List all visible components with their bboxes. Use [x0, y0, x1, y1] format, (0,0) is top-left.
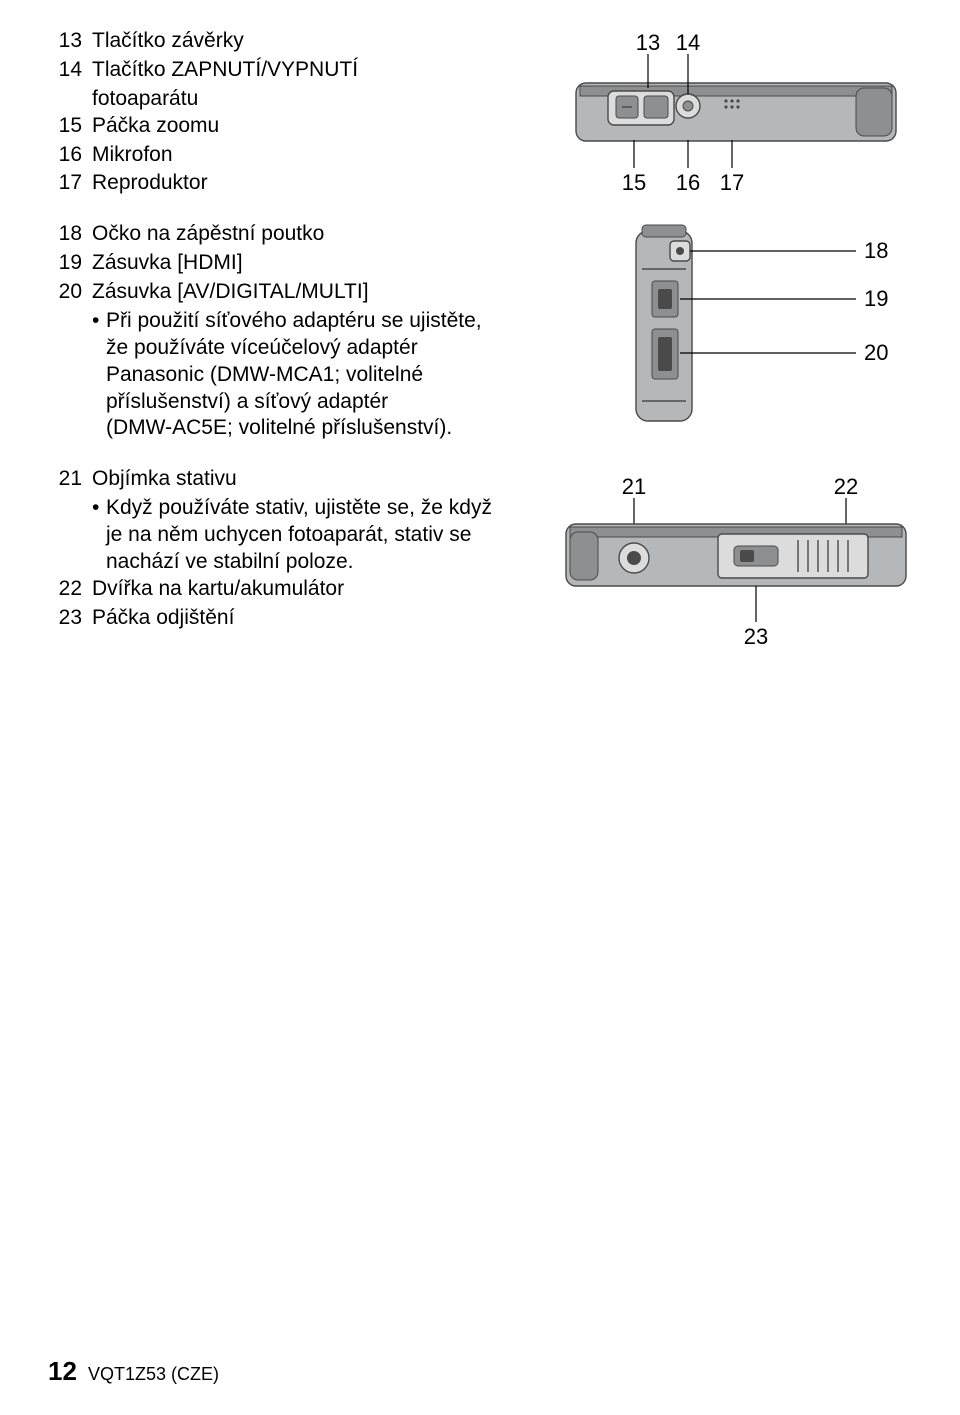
list-item: 18 Očko na zápěstní poutko — [48, 221, 528, 248]
item-number: 19 — [48, 250, 92, 277]
item-text-cont: fotoaparátu — [48, 86, 528, 113]
page-number: 12 — [48, 1356, 77, 1386]
callout-13: 13 — [636, 30, 660, 55]
doc-code: VQT1Z53 (CZE) — [88, 1364, 219, 1384]
callout-23: 23 — [744, 624, 768, 649]
bullet-text: Když používáte stativ, ujistěte se, že k… — [106, 495, 528, 522]
item-number: 22 — [48, 576, 92, 603]
bullet-text: nachází ve stabilní poloze. — [48, 549, 528, 576]
item-text: Reproduktor — [92, 170, 528, 197]
list-item: 15 Páčka zoomu — [48, 113, 528, 140]
callout-21: 21 — [622, 474, 646, 499]
diagram-column: 13 14 — [556, 28, 936, 677]
bullet-text: je na něm uchycen fotoaparát, stativ se — [48, 522, 528, 549]
bullet-text: Při použití síťového adaptéru se ujistět… — [106, 308, 528, 335]
callout-14: 14 — [676, 30, 700, 55]
item-number: 15 — [48, 113, 92, 140]
item-number: 21 — [48, 466, 92, 493]
item-number: 20 — [48, 279, 92, 306]
bullet-line: •Při použití síťového adaptéru se ujistě… — [48, 308, 528, 335]
callout-16: 16 — [676, 170, 700, 195]
list-item: 13 Tlačítko závěrky — [48, 28, 528, 55]
callout-18: 18 — [864, 238, 888, 263]
item-text: Páčka zoomu — [92, 113, 528, 140]
item-text: Zásuvka [HDMI] — [92, 250, 528, 277]
bullet-text: že používáte víceúčelový adaptér — [48, 335, 528, 362]
item-text: Objímka stativu — [92, 466, 528, 493]
callout-17: 17 — [720, 170, 744, 195]
item-number: 17 — [48, 170, 92, 197]
list-item: 21 Objímka stativu — [48, 466, 528, 493]
item-number: 13 — [48, 28, 92, 55]
bullet-text: příslušenství) a síťový adaptér — [48, 389, 528, 416]
callout-22: 22 — [834, 474, 858, 499]
item-text: Zásuvka [AV/DIGITAL/MULTI] — [92, 279, 528, 306]
item-text: Očko na zápěstní poutko — [92, 221, 528, 248]
item-number: 23 — [48, 605, 92, 632]
item-number: 14 — [48, 57, 92, 84]
callout-19: 19 — [864, 286, 888, 311]
callout-15: 15 — [622, 170, 646, 195]
item-text: Dvířka na kartu/akumulátor — [92, 576, 528, 603]
item-text: Mikrofon — [92, 142, 528, 169]
item-text: Tlačítko ZAPNUTÍ/VYPNUTÍ — [92, 57, 528, 84]
bullet-dot: • — [92, 495, 106, 522]
callout-20: 20 — [864, 340, 888, 365]
bullet-dot: • — [92, 308, 106, 335]
camera-top-diagram: 13 14 — [556, 28, 916, 198]
item-number: 16 — [48, 142, 92, 169]
item-number: 18 — [48, 221, 92, 248]
camera-bottom-diagram: 21 22 — [536, 472, 936, 672]
list-item: 14 Tlačítko ZAPNUTÍ/VYPNUTÍ — [48, 57, 528, 84]
list-item: 17 Reproduktor — [48, 170, 528, 197]
bullet-line: •Když používáte stativ, ujistěte se, že … — [48, 495, 528, 522]
text-column: 13 Tlačítko závěrky 14 Tlačítko ZAPNUTÍ/… — [48, 28, 528, 677]
item-text: Páčka odjištění — [92, 605, 528, 632]
item-text: Tlačítko závěrky — [92, 28, 528, 55]
camera-side-diagram: 18 19 20 — [556, 211, 916, 441]
bullet-text: Panasonic (DMW-MCA1; volitelné — [48, 362, 528, 389]
list-item: 22 Dvířka na kartu/akumulátor — [48, 576, 528, 603]
page-footer: 12 VQT1Z53 (CZE) — [48, 1356, 219, 1387]
list-item: 20 Zásuvka [AV/DIGITAL/MULTI] — [48, 279, 528, 306]
list-item: 19 Zásuvka [HDMI] — [48, 250, 528, 277]
list-item: 23 Páčka odjištění — [48, 605, 528, 632]
list-item: 16 Mikrofon — [48, 142, 528, 169]
bullet-text: (DMW-AC5E; volitelné příslušenství). — [48, 415, 528, 442]
